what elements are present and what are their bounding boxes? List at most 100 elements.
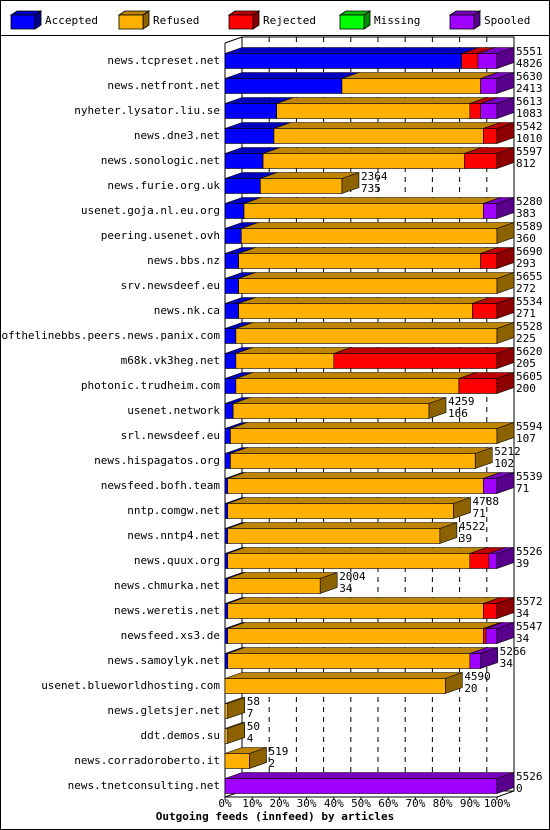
bar-segment-side bbox=[453, 497, 471, 519]
accepted-label: 812 bbox=[516, 157, 536, 170]
bar-segment bbox=[238, 303, 473, 319]
total-label: 5539 bbox=[516, 470, 543, 483]
legend-swatch bbox=[339, 14, 365, 30]
bar-segment bbox=[224, 628, 229, 644]
bar-segment bbox=[458, 378, 498, 394]
bar-segment bbox=[224, 153, 264, 169]
bar-row bbox=[224, 272, 515, 294]
row-label: usenet.network bbox=[127, 404, 220, 417]
bar-segment bbox=[480, 253, 498, 269]
row-label: news.corradoroberto.it bbox=[74, 754, 220, 767]
row-labels: news.tcpreset.net news.netfront.net nyhete… bbox=[0, 54, 220, 792]
bar-segment-side bbox=[496, 247, 515, 269]
bar-segment bbox=[224, 678, 446, 694]
bar-row bbox=[224, 447, 493, 469]
bar-segment bbox=[230, 428, 498, 444]
x-tick-label: 40% bbox=[324, 797, 344, 810]
row-label: nntp.comgw.net bbox=[127, 504, 220, 517]
accepted-label: 34 bbox=[516, 607, 530, 620]
bar-segment-side bbox=[496, 272, 515, 294]
bar-row bbox=[224, 747, 267, 769]
bar-segment bbox=[469, 653, 481, 669]
x-tick-label: 10% bbox=[242, 797, 262, 810]
row-label: news.sonologic.net bbox=[101, 154, 220, 167]
axis-depth-line bbox=[224, 36, 243, 44]
bar-segment-top bbox=[227, 497, 471, 504]
x-axis-title: Outgoing feeds (innfeed) by articles bbox=[156, 810, 394, 823]
x-tick-label: 60% bbox=[378, 797, 398, 810]
bar-row bbox=[224, 497, 471, 519]
bar-segment bbox=[224, 478, 229, 494]
bar-segment bbox=[341, 78, 481, 94]
legend-swatch bbox=[449, 14, 475, 30]
total-label: 5551 bbox=[516, 45, 543, 58]
bar-segment-side bbox=[319, 572, 338, 594]
total-label: 5589 bbox=[516, 220, 543, 233]
bar-segment-top bbox=[341, 72, 498, 79]
bar-segment bbox=[224, 103, 277, 119]
bar-segment bbox=[224, 703, 229, 719]
total-label: 5266 bbox=[500, 645, 527, 658]
bar-segment-top bbox=[235, 322, 515, 329]
bar-segment-top bbox=[224, 72, 360, 79]
accepted-label: 39 bbox=[459, 532, 472, 545]
bar-segment-top bbox=[276, 97, 487, 104]
bar-segment-top bbox=[227, 522, 457, 529]
bar-segment bbox=[224, 178, 261, 194]
bar-segment bbox=[273, 128, 484, 144]
bar-segment bbox=[276, 103, 471, 119]
x-tick-label: 30% bbox=[297, 797, 317, 810]
bar-segment-side bbox=[496, 547, 515, 569]
total-label: 58 bbox=[247, 695, 260, 708]
bar-row bbox=[224, 697, 246, 719]
bar-segment-side bbox=[496, 322, 515, 344]
bar-segment bbox=[224, 778, 498, 794]
row-label: news.gletsjer.net bbox=[107, 704, 220, 717]
total-label: 4259 bbox=[448, 395, 475, 408]
accepted-label: 4826 bbox=[516, 57, 543, 70]
total-label: 5620 bbox=[516, 345, 543, 358]
accepted-label: 1083 bbox=[516, 107, 543, 120]
bar-segment bbox=[227, 653, 471, 669]
accepted-label: 271 bbox=[516, 307, 536, 320]
x-tick-label: 80% bbox=[433, 797, 453, 810]
total-label: 5630 bbox=[516, 70, 543, 83]
bar-row bbox=[224, 147, 515, 169]
bar-segment-side bbox=[496, 222, 515, 244]
bar-segment bbox=[469, 103, 481, 119]
total-label: 5613 bbox=[516, 95, 543, 108]
row-label: news.tnetconsulting.net bbox=[68, 779, 220, 792]
total-label: 5534 bbox=[516, 295, 543, 308]
bar-segment-top bbox=[227, 597, 501, 604]
bar-row bbox=[224, 772, 515, 794]
bar-segment-side bbox=[496, 597, 515, 619]
accepted-label: 166 bbox=[448, 407, 468, 420]
bar-segment-top bbox=[238, 272, 515, 279]
total-label: 5547 bbox=[516, 620, 543, 633]
accepted-label: 272 bbox=[516, 282, 536, 295]
accepted-label: 1010 bbox=[516, 132, 543, 145]
accepted-label: 71 bbox=[516, 482, 529, 495]
bar-row bbox=[224, 197, 515, 219]
row-label: srv.newsdeef.eu bbox=[121, 279, 220, 292]
bars bbox=[224, 47, 515, 794]
bar-segment-top bbox=[227, 472, 501, 479]
total-label: 5690 bbox=[516, 245, 543, 258]
legend-label: Accepted bbox=[45, 14, 98, 27]
bar-row bbox=[224, 322, 515, 344]
bar-segment-top bbox=[224, 672, 463, 679]
bar-segment bbox=[483, 203, 498, 219]
bar-row bbox=[224, 572, 338, 594]
bar-segment bbox=[488, 553, 498, 569]
bar-segment-top bbox=[230, 422, 515, 429]
bar-segment bbox=[238, 253, 481, 269]
total-label: 519 bbox=[268, 745, 288, 758]
bar-segment-side bbox=[474, 447, 493, 469]
bar-segment-side bbox=[428, 397, 447, 419]
bar-segment bbox=[227, 578, 321, 594]
row-label: news.dne3.net bbox=[134, 129, 220, 142]
bar-segment bbox=[224, 528, 229, 544]
total-label: 5528 bbox=[516, 320, 543, 333]
total-label: 4590 bbox=[464, 670, 491, 683]
bar-segment-top bbox=[235, 372, 477, 379]
